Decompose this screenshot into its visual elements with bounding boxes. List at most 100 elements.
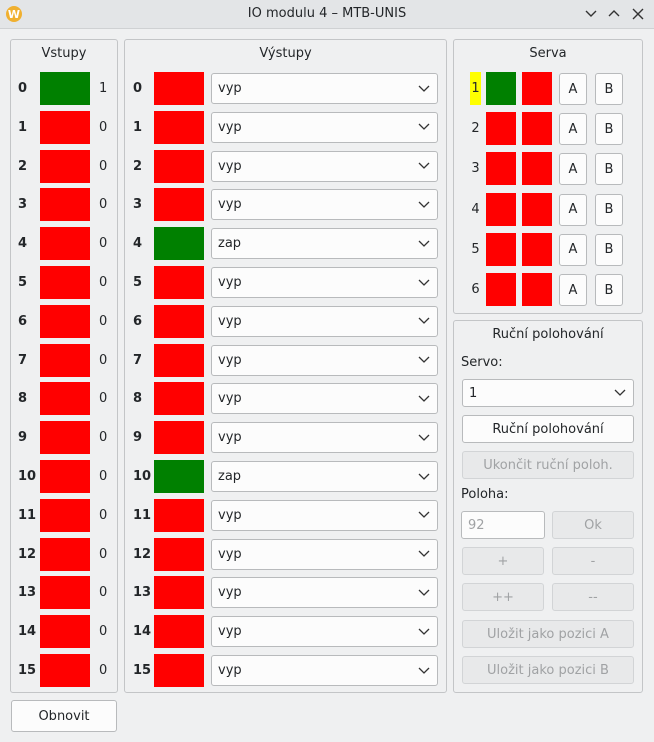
servo-index: 6	[471, 282, 480, 297]
output-indicator	[154, 382, 204, 416]
output-index: 6	[133, 313, 143, 329]
input-index: 0	[18, 81, 28, 96]
input-indicator	[40, 576, 90, 610]
servo-b-button[interactable]: B	[595, 193, 623, 226]
input-indicator	[40, 537, 90, 571]
output-select[interactable]: vyp	[211, 73, 438, 104]
servo-indicator	[522, 273, 552, 306]
servo-index: 2	[471, 121, 480, 137]
output-indicator	[154, 72, 204, 105]
dropdown-arrow	[418, 317, 430, 325]
servo-b-button[interactable]: B	[595, 113, 623, 146]
servo-a-button[interactable]: A	[559, 274, 587, 306]
servo-indicator	[486, 192, 516, 226]
refresh-button[interactable]: Obnovit	[11, 700, 117, 732]
output-index: 10	[133, 469, 152, 484]
servo-indicator	[486, 112, 516, 146]
servo-a-button[interactable]: A	[559, 193, 587, 226]
input-indicator	[40, 227, 90, 261]
output-select[interactable]: vyp	[211, 305, 438, 337]
input-value: 0	[99, 197, 108, 213]
plusplus-button: ++	[462, 583, 544, 611]
dropdown-arrow	[614, 389, 626, 396]
input-index: 10	[18, 469, 37, 484]
title-bar	[0, 0, 654, 29]
app-icon: W	[6, 6, 22, 22]
minusminus-button: --	[552, 583, 634, 611]
dropdown-arrow	[418, 395, 430, 402]
input-value: 0	[99, 546, 108, 562]
output-index: 14	[133, 624, 152, 640]
servo-a-button[interactable]: A	[559, 233, 587, 266]
servo-indicator	[522, 152, 552, 186]
output-select[interactable]: vyp	[211, 150, 438, 182]
input-value: 0	[99, 313, 108, 329]
servo-a-button[interactable]: A	[559, 113, 587, 146]
output-select[interactable]: vyp	[211, 189, 438, 221]
input-indicator	[40, 72, 90, 105]
output-select[interactable]: vyp	[211, 267, 438, 298]
input-index: 1	[18, 119, 28, 135]
output-index: 7	[133, 352, 143, 368]
dropdown-arrow	[418, 511, 430, 519]
output-select[interactable]: zap	[211, 228, 438, 260]
output-select[interactable]: vyp	[211, 383, 438, 415]
servo-index: 4	[471, 201, 480, 217]
output-index: 8	[133, 391, 143, 407]
input-indicator	[40, 382, 90, 416]
output-indicator	[154, 498, 204, 532]
output-select[interactable]: vyp	[211, 655, 438, 686]
input-indicator	[40, 421, 90, 455]
output-index: 11	[133, 507, 152, 523]
dropdown-arrow	[418, 628, 430, 635]
input-indicator	[40, 188, 90, 222]
output-select[interactable]: vyp	[211, 344, 438, 376]
servo-b-button[interactable]: B	[595, 73, 623, 105]
output-indicator	[154, 266, 204, 299]
servo-indicator	[522, 112, 552, 146]
servo-b-button[interactable]: B	[595, 274, 623, 306]
output-indicator	[154, 188, 204, 222]
input-indicator	[40, 460, 90, 493]
position-spinbox: 92	[461, 511, 545, 539]
input-value: 0	[99, 352, 108, 368]
servo-b-button[interactable]: B	[595, 153, 623, 186]
output-select[interactable]: vyp	[211, 499, 438, 531]
servo-a-button[interactable]: A	[559, 153, 587, 186]
servo-indicator	[522, 232, 552, 266]
input-indicator	[40, 304, 90, 338]
output-indicator	[154, 227, 204, 261]
output-index: 9	[133, 430, 143, 446]
input-index: 9	[18, 430, 28, 446]
group-title: Vstupy	[41, 46, 87, 61]
output-select[interactable]: vyp	[211, 422, 438, 454]
servo-a-button[interactable]: A	[559, 73, 587, 105]
output-select[interactable]: vyp	[211, 111, 438, 143]
output-select[interactable]: zap	[211, 461, 438, 492]
dropdown-arrow	[418, 473, 430, 480]
save-a-button: Uložit jako pozici A	[462, 620, 634, 648]
servo-b-button[interactable]: B	[595, 233, 623, 266]
output-index: 2	[133, 158, 143, 174]
output-select[interactable]: vyp	[211, 577, 438, 609]
start-button[interactable]: Ruční polohování	[462, 415, 634, 443]
input-indicator	[40, 498, 90, 532]
input-value: 0	[99, 663, 108, 678]
output-select[interactable]: vyp	[211, 616, 438, 648]
dropdown-arrow	[418, 550, 430, 558]
window-controls[interactable]	[582, 6, 648, 22]
input-index: 14	[18, 624, 37, 640]
output-indicator	[154, 576, 204, 610]
manual-group	[453, 320, 643, 693]
servo-select[interactable]: 1	[462, 379, 634, 407]
output-select[interactable]: vyp	[211, 538, 438, 570]
output-index: 0	[133, 81, 143, 96]
input-index: 4	[18, 236, 28, 252]
inputs-group	[10, 39, 118, 693]
input-index: 13	[18, 585, 37, 601]
input-index: 7	[18, 352, 28, 368]
save-b-button: Uložit jako pozici B	[462, 656, 634, 684]
output-index: 3	[133, 197, 143, 213]
input-value: 0	[99, 430, 108, 446]
